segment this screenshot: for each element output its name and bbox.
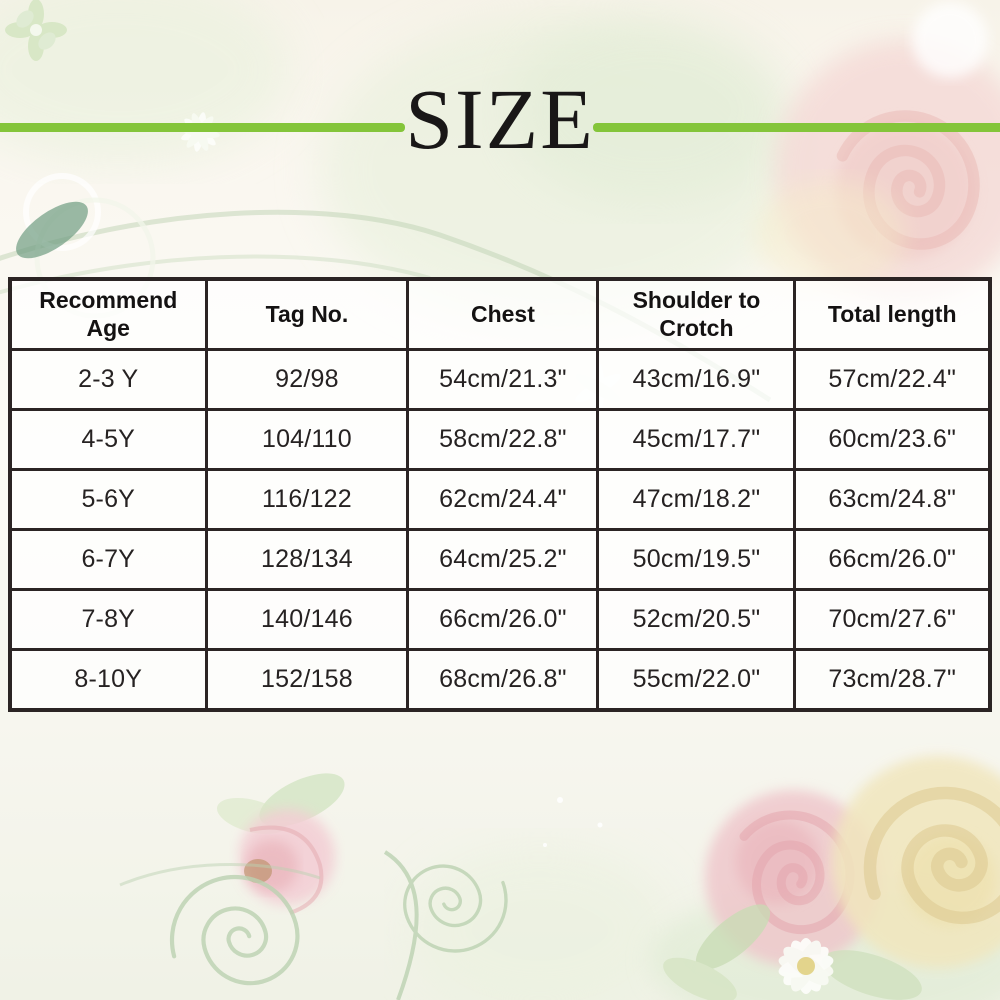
table-cell: 45cm/17.7"	[596, 407, 797, 471]
column-header-tag-no: Tag No.	[204, 277, 410, 351]
table-cell: 116/122	[204, 467, 410, 531]
white-highlight-circle	[912, 2, 988, 78]
table-cell: 55cm/22.0"	[596, 647, 797, 712]
white-daisy	[778, 938, 834, 994]
table-cell: 63cm/24.8"	[793, 467, 992, 531]
table-cell: 6-7Y	[8, 527, 208, 591]
green-flower-top-left	[5, 0, 67, 61]
column-header-total-length: Total length	[793, 277, 992, 351]
table-cell: 43cm/16.9"	[596, 347, 797, 411]
table-cell: 140/146	[204, 587, 410, 651]
table-cell: 50cm/19.5"	[596, 527, 797, 591]
table-cell: 4-5Y	[8, 407, 208, 471]
title-divider-left	[0, 123, 405, 132]
yellow-rose-bottom-right	[832, 756, 1000, 968]
leaf-wash-bottom-center	[410, 845, 670, 1000]
column-header-shoulder-to-crotch: Shoulder to Crotch	[596, 277, 797, 351]
table-row: 5-6Y 116/122 62cm/24.4" 47cm/18.2" 63cm/24.8…	[8, 467, 992, 531]
swirl-decorations	[119, 844, 523, 1000]
leaves-bottom-right	[663, 904, 922, 1000]
leaf-wash-bottom-right	[650, 885, 1000, 1000]
page-title: SIZE	[405, 71, 595, 167]
table-cell: 62cm/24.4"	[406, 467, 600, 531]
table-cell: 70cm/27.6"	[793, 587, 992, 651]
table-cell: 64cm/25.2"	[406, 527, 600, 591]
size-table-body: 2-3 Y 92/98 54cm/21.3" 43cm/16.9" 57cm/22.4"…	[8, 347, 992, 712]
table-cell: 54cm/21.3"	[406, 347, 600, 411]
size-table: Recommend Age Tag No. Chest Shoulder to …	[8, 277, 992, 712]
table-cell: 7-8Y	[8, 587, 208, 651]
table-cell: 57cm/22.4"	[793, 347, 992, 411]
table-cell: 66cm/26.0"	[793, 527, 992, 591]
yellow-wash	[755, 180, 905, 290]
table-cell: 68cm/26.8"	[406, 647, 600, 712]
sparkle-dots	[543, 797, 603, 847]
table-cell: 128/134	[204, 527, 410, 591]
table-cell: 8-10Y	[8, 647, 208, 712]
column-header-recommend-age: Recommend Age	[8, 277, 208, 351]
table-cell: 60cm/23.6"	[793, 407, 992, 471]
table-cell: 2-3 Y	[8, 347, 208, 411]
table-cell: 5-6Y	[8, 467, 208, 531]
column-header-chest: Chest	[406, 277, 600, 351]
pink-rose-bottom-right	[705, 790, 881, 966]
table-row: 7-8Y 140/146 66cm/26.0" 52cm/20.5" 70cm/27.6…	[8, 587, 992, 651]
table-cell: 58cm/22.8"	[406, 407, 600, 471]
table-cell: 152/158	[204, 647, 410, 712]
rosebud-bottom-left	[216, 773, 345, 915]
table-cell: 52cm/20.5"	[596, 587, 797, 651]
table-cell: 66cm/26.0"	[406, 587, 600, 651]
title-divider-right	[593, 123, 1000, 132]
table-cell: 92/98	[204, 347, 410, 411]
table-row: 4-5Y 104/110 58cm/22.8" 45cm/17.7" 60cm/23.6…	[8, 407, 992, 471]
table-cell: 104/110	[204, 407, 410, 471]
table-header-row: Recommend Age Tag No. Chest Shoulder to …	[8, 277, 992, 351]
table-cell: 47cm/18.2"	[596, 467, 797, 531]
table-cell: 73cm/28.7"	[793, 647, 992, 712]
table-row: 6-7Y 128/134 64cm/25.2" 50cm/19.5" 66cm/26.0…	[8, 527, 992, 591]
table-row: 8-10Y 152/158 68cm/26.8" 55cm/22.0" 73cm/28.…	[8, 647, 992, 712]
table-row: 2-3 Y 92/98 54cm/21.3" 43cm/16.9" 57cm/22.4"	[8, 347, 992, 411]
